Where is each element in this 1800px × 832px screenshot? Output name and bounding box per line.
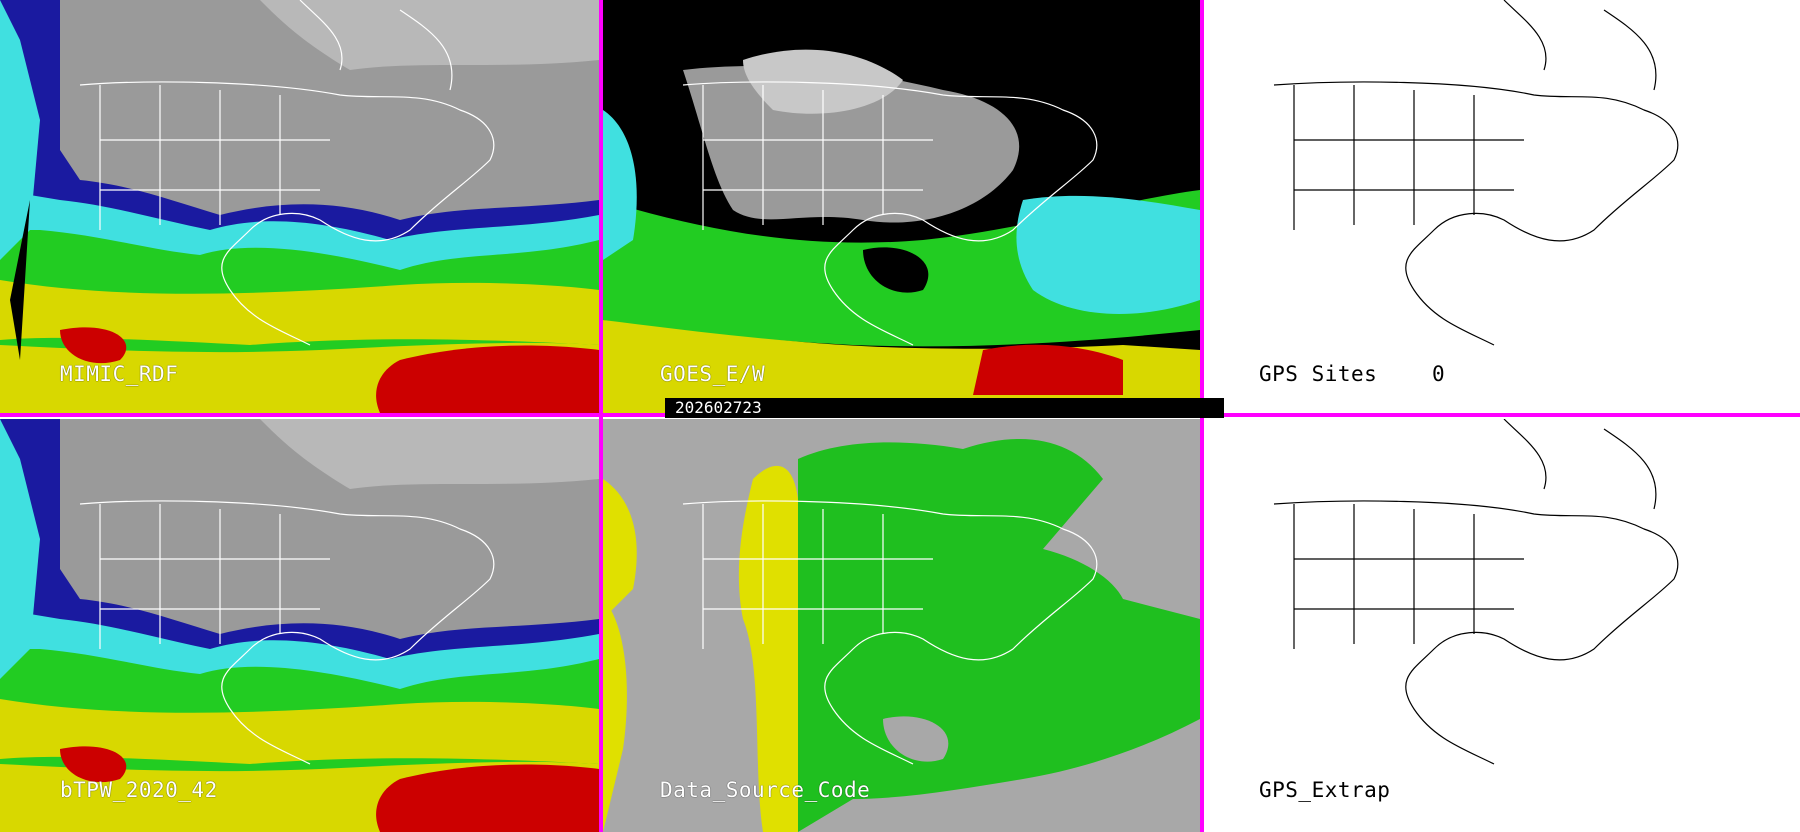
panel-label: MIMIC_RDF <box>60 362 179 386</box>
panel-label: GOES_E/W <box>660 362 766 386</box>
gps-sites-panel: GPS Sites 0 <box>1204 0 1800 413</box>
data-source-panel: Data_Source_Code <box>603 419 1200 832</box>
gps-extrap-panel: GPS_Extrap <box>1204 419 1800 832</box>
panel-label: GPS_Extrap <box>1259 778 1391 802</box>
tpw-field-map <box>0 419 599 832</box>
panel-label: Data_Source_Code <box>660 778 871 802</box>
goes-field-map <box>603 0 1200 413</box>
tpw-field-map <box>0 0 599 413</box>
site-count: 0 <box>1432 362 1446 386</box>
btpw-panel: bTPW_2020_42 <box>0 419 599 832</box>
mimic-rdf-panel: MIMIC_RDF <box>0 0 599 413</box>
timestamp-bar: 202602723 <box>665 398 1224 418</box>
outline-map <box>1204 0 1800 413</box>
goes-ew-panel: GOES_E/W <box>603 0 1200 413</box>
panel-label: GPS Sites <box>1259 362 1378 386</box>
source-code-map <box>603 419 1200 832</box>
panel-label: bTPW_2020_42 <box>60 778 218 802</box>
boundary-lines <box>79 0 495 346</box>
outline-map <box>1204 419 1800 832</box>
